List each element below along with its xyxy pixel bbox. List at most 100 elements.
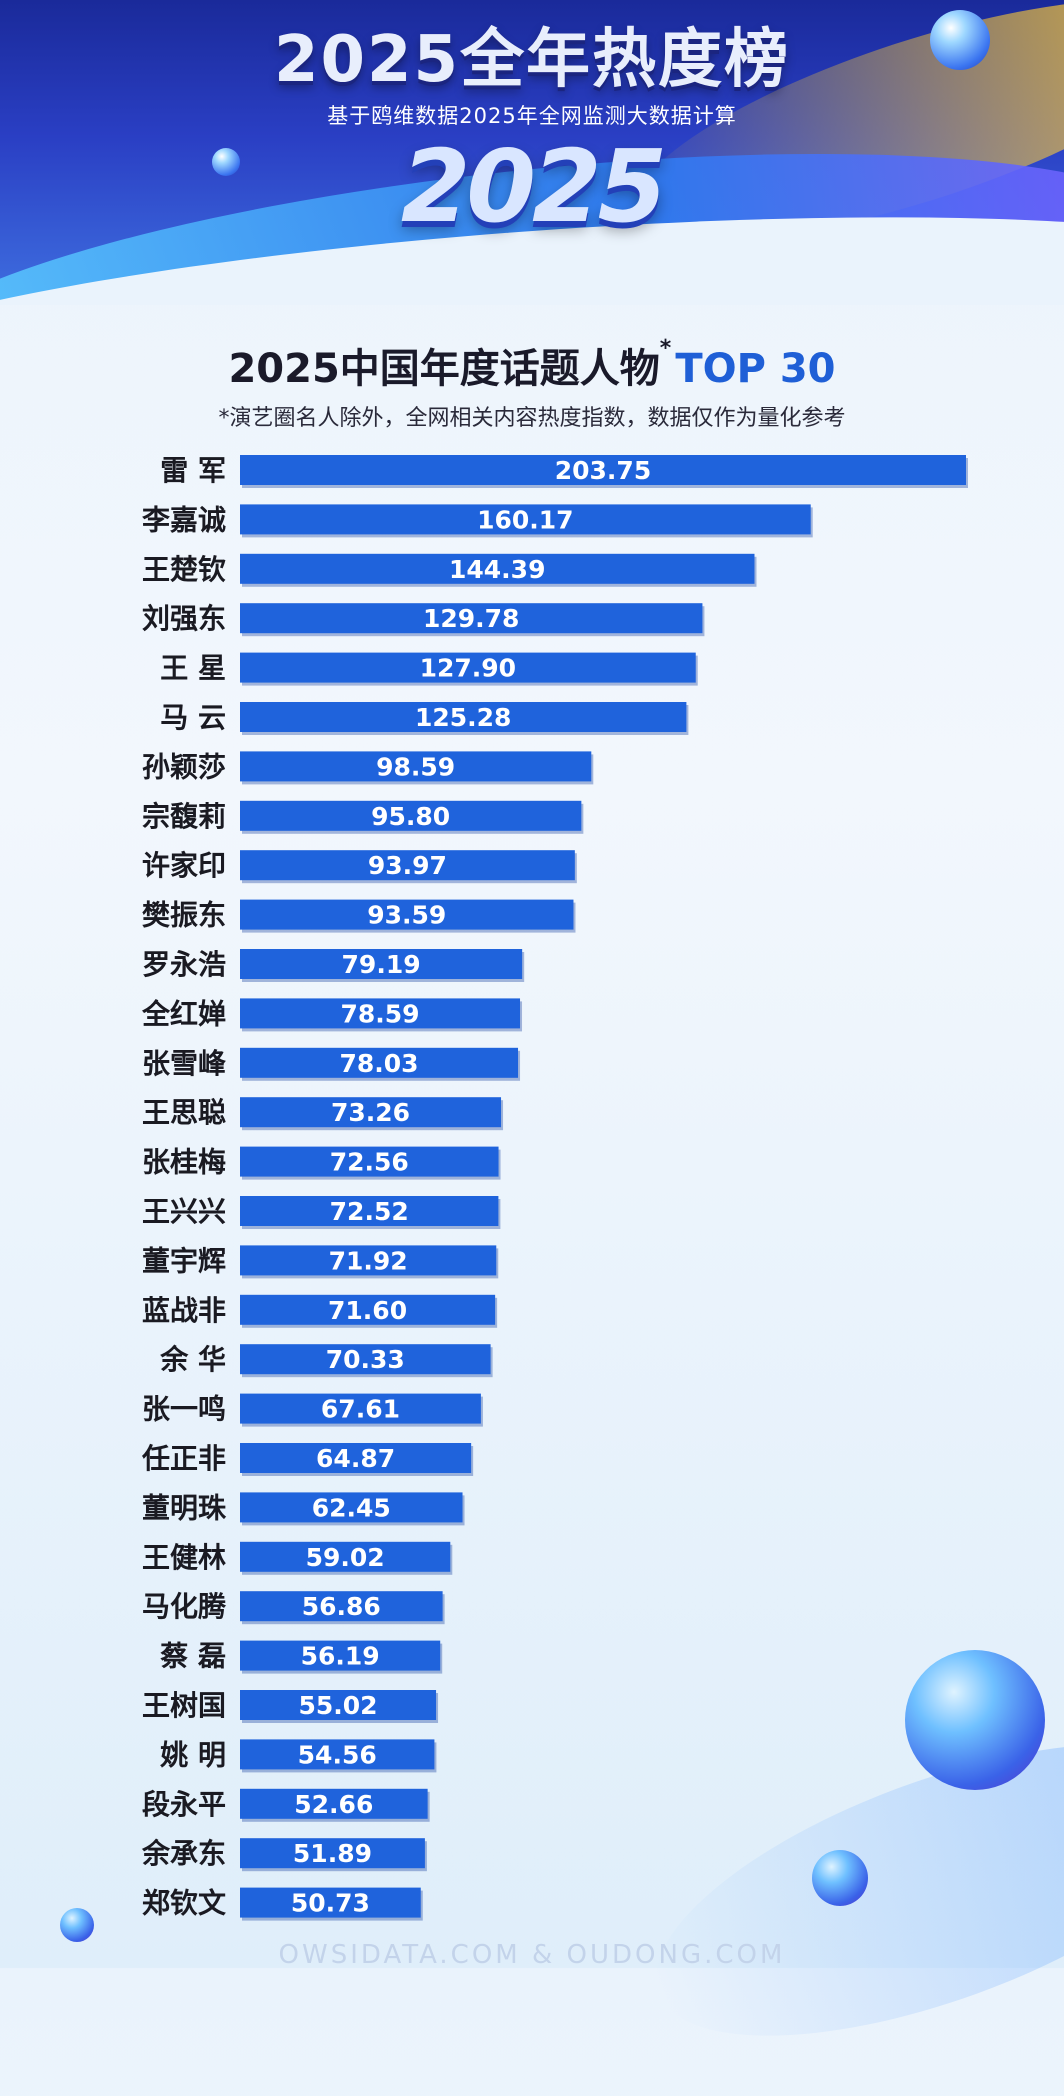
category-label: 孙颖莎 (142, 750, 226, 783)
category-label: 董明珠 (142, 1491, 227, 1524)
bar (240, 702, 687, 732)
header-banner: 2025全年热度榜 基于鸥维数据2025年全网监测大数据计算 2025 (0, 0, 1064, 305)
bar-value-label: 93.97 (368, 851, 447, 880)
category-label: 刘强东 (142, 602, 226, 635)
banner-subtitle: 基于鸥维数据2025年全网监测大数据计算 (327, 104, 737, 128)
banner-title: 2025全年热度榜 (273, 23, 791, 97)
category-label: 蓝战非 (142, 1294, 226, 1327)
bar (240, 1788, 428, 1819)
bar-value-label: 55.02 (298, 1691, 377, 1720)
bar (240, 455, 966, 485)
category-label: 王 星 (160, 652, 226, 685)
bar (240, 751, 592, 782)
bar (240, 850, 575, 881)
bar (240, 1492, 463, 1523)
bar-value-label: 56.19 (301, 1642, 380, 1671)
bar (240, 603, 703, 634)
category-label: 全红婵 (141, 997, 226, 1030)
bar (240, 1739, 435, 1770)
bar-value-label: 98.59 (376, 752, 455, 781)
banner-year: 2025 (400, 128, 667, 245)
bar-value-label: 78.59 (340, 999, 419, 1028)
bar-value-label: 72.56 (330, 1148, 409, 1177)
category-label: 余承东 (141, 1837, 226, 1870)
category-label: 张雪峰 (142, 1047, 226, 1080)
category-label: 王兴兴 (142, 1195, 226, 1228)
chart-title-suffix: TOP 30 (675, 346, 836, 392)
bar-value-label: 54.56 (298, 1740, 377, 1769)
bar-value-label: 71.92 (329, 1246, 408, 1275)
bar-value-label: 78.03 (339, 1049, 418, 1078)
category-label: 王健林 (142, 1541, 226, 1574)
bar-value-label: 72.52 (330, 1197, 409, 1226)
bar-value-label: 70.33 (326, 1345, 405, 1374)
bar-value-label: 95.80 (371, 802, 450, 831)
category-label: 樊振东 (142, 899, 226, 932)
bar (240, 1245, 497, 1276)
bar-value-label: 79.19 (342, 950, 421, 979)
category-label: 雷 军 (160, 454, 226, 487)
bar-value-label: 127.90 (420, 654, 516, 683)
bar-value-label: 64.87 (316, 1444, 395, 1473)
category-label: 张桂梅 (142, 1146, 226, 1179)
bar (240, 1294, 496, 1325)
category-label: 张一鸣 (142, 1393, 226, 1426)
bar-value-label: 129.78 (423, 604, 519, 633)
bar (240, 1443, 472, 1473)
chart-note: *演艺圈名人除外，全网相关内容热度指数，数据仅作为量化参考 (218, 406, 846, 431)
bar (240, 1146, 499, 1177)
bar (240, 1838, 425, 1869)
category-label: 李嘉诚 (142, 503, 226, 536)
chart-title: 2025中国年度话题人物* TOP 30 (0, 336, 1064, 394)
bar-value-label: 59.02 (306, 1543, 385, 1572)
bar (240, 1640, 441, 1671)
category-label: 许家印 (142, 849, 226, 882)
bar (240, 1690, 437, 1720)
bar-chart: 雷 军 203.75 李嘉诚 160.17 王楚钦 144.39 刘强东 129.78 王 星 1… (141, 454, 968, 1921)
chart-title-text: 2025中国年度话题人物 (228, 346, 660, 392)
banner-ball-small-icon (212, 148, 240, 176)
bar-value-label: 73.26 (331, 1098, 410, 1127)
decor-ball-small-icon (812, 1850, 868, 1906)
bar-value-label: 67.61 (321, 1395, 400, 1424)
category-label: 姚 明 (159, 1738, 226, 1771)
chart-title-asterisk: * (659, 336, 672, 361)
bar (240, 1393, 481, 1424)
decor-ball-tiny-icon (60, 1908, 94, 1942)
bar (240, 1097, 502, 1128)
category-label: 王思聪 (142, 1096, 226, 1129)
bar-value-label: 71.60 (328, 1296, 407, 1325)
bar (240, 949, 523, 979)
bar-value-label: 93.59 (367, 901, 446, 930)
category-label: 董宇辉 (142, 1244, 226, 1277)
bar (240, 1047, 519, 1078)
category-label: 余 华 (159, 1343, 226, 1376)
category-label: 马化腾 (142, 1590, 227, 1623)
bar-value-label: 144.39 (449, 555, 545, 584)
category-label: 蔡 磊 (160, 1640, 226, 1673)
category-label: 段永平 (142, 1788, 226, 1821)
category-label: 任正非 (141, 1442, 226, 1475)
bars-layer: 雷 军 203.75 李嘉诚 160.17 王楚钦 144.39 刘强东 129.78 王 星 1… (141, 454, 968, 1921)
bar-value-label: 203.75 (555, 456, 651, 485)
bar-value-label: 50.73 (291, 1889, 370, 1918)
decor-ball-large-icon (905, 1650, 1045, 1790)
bar-value-label: 160.17 (477, 505, 573, 534)
bar (240, 504, 811, 535)
bar-value-label: 62.45 (312, 1493, 391, 1522)
category-label: 王楚钦 (142, 553, 226, 586)
category-label: 宗馥莉 (142, 800, 226, 833)
bar (240, 652, 696, 683)
bar (240, 1887, 421, 1918)
bar (240, 1196, 499, 1226)
bar (240, 998, 521, 1029)
category-label: 马 云 (160, 701, 226, 734)
bar-value-label: 51.89 (293, 1839, 372, 1868)
banner-ball-icon (930, 10, 990, 70)
category-label: 罗永浩 (142, 948, 226, 981)
bar (240, 899, 574, 930)
bar-value-label: 56.86 (302, 1592, 381, 1621)
category-label: 王树国 (142, 1689, 226, 1722)
bar (240, 1591, 443, 1622)
bar-value-label: 52.66 (294, 1790, 373, 1819)
